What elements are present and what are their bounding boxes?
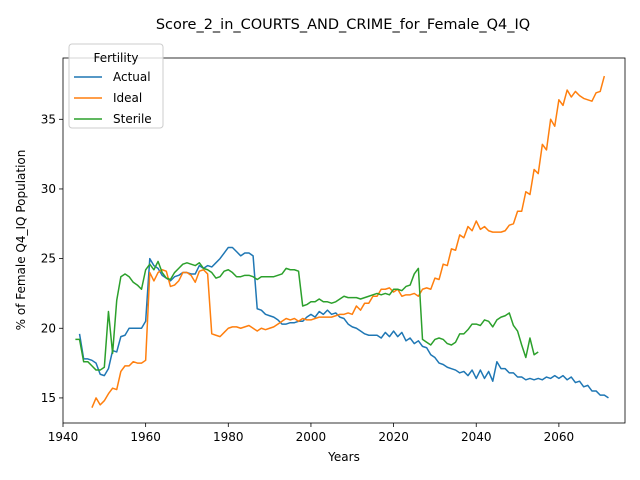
y-tick-label: 15: [41, 391, 56, 405]
y-tick-label: 20: [41, 321, 56, 335]
x-tick-label: 1940: [48, 430, 79, 444]
x-tick-label: 2040: [461, 430, 492, 444]
legend-label-sterile: Sterile: [113, 112, 152, 126]
x-tick-label: 2020: [378, 430, 409, 444]
x-tick-label: 2060: [544, 430, 575, 444]
x-axis-title: Years: [327, 450, 360, 464]
y-tick-label: 35: [41, 112, 56, 126]
plot-lines: [75, 75, 609, 408]
y-tick-label: 25: [41, 252, 56, 266]
plot-area-frame: [62, 57, 626, 424]
legend: Fertility Actual Ideal Sterile: [68, 43, 164, 129]
y-axis-ticks: 15 20 25 30 35: [41, 112, 63, 405]
legend-label-ideal: Ideal: [113, 91, 142, 105]
x-tick-label: 1960: [130, 430, 161, 444]
legend-entries: Actual Ideal Sterile: [74, 70, 152, 126]
legend-box: [68, 43, 164, 129]
x-tick-label: 2000: [296, 430, 327, 444]
series-line-actual: [78, 246, 609, 399]
y-tick-label: 30: [41, 182, 56, 196]
legend-title: Fertility: [93, 51, 138, 65]
x-axis-ticks: 1940 1960 1980 2000 2020 2040 2060: [48, 423, 574, 444]
legend-label-actual: Actual: [113, 70, 151, 84]
series-line-ideal: [91, 75, 606, 408]
chart-title: Score_2_in_COURTS_AND_CRIME_for_Female_Q…: [156, 17, 530, 33]
y-axis-title: % of Female Q4_IQ Population: [14, 150, 28, 331]
x-tick-label: 1980: [213, 430, 244, 444]
series-line-sterile: [75, 260, 539, 371]
